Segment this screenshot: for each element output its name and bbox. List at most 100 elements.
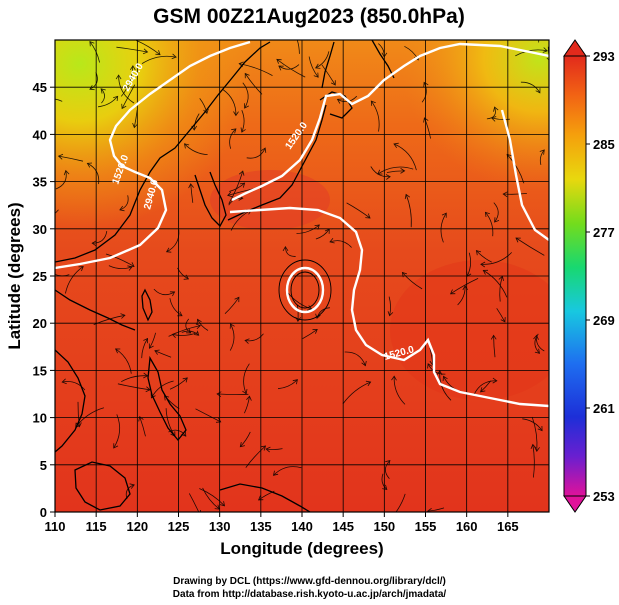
- streamline-arrowhead: [239, 182, 246, 188]
- credit-data-source: Data from http://database.rish.kyoto-u.a…: [172, 589, 447, 600]
- contour-1520: [229, 206, 549, 408]
- x-axis: 110 115 120 125 130 135 140 145 150 155 160 165: [45, 512, 519, 534]
- streamline: [154, 350, 172, 358]
- streamline: [496, 308, 506, 323]
- streamline: [97, 96, 119, 108]
- streamline-arrowhead: [41, 97, 46, 102]
- streamline-arrowhead: [482, 269, 489, 275]
- streamline-arrowhead: [490, 334, 497, 340]
- map-title: GSM 00Z21Aug2023 (850.0hPa): [153, 5, 465, 28]
- streamline-arrowhead: [329, 238, 335, 244]
- streamline-arrowhead: [391, 375, 397, 381]
- streamline: [58, 155, 84, 162]
- streamline: [117, 383, 151, 391]
- streamline: [89, 72, 98, 90]
- x-tick-label: 150: [373, 519, 395, 534]
- streamline-arrowhead: [234, 296, 240, 303]
- streamline-arrowhead: [423, 81, 429, 88]
- streamline: [246, 147, 266, 159]
- streamline: [119, 195, 129, 211]
- streamline: [165, 408, 176, 437]
- streamline: [188, 493, 200, 512]
- streamline: [258, 490, 275, 501]
- streamline: [491, 117, 510, 120]
- streamline-arrowhead: [382, 484, 388, 491]
- streamline: [184, 143, 208, 155]
- streamline-arrowhead: [114, 348, 121, 354]
- streamline-arrowhead: [313, 72, 319, 78]
- streamline-arrowhead: [155, 50, 161, 56]
- colorbar-tick-label: 293: [593, 49, 615, 64]
- streamline-arrowhead: [154, 349, 160, 355]
- streamline-arrowhead: [312, 328, 318, 334]
- streamline-arrowhead: [546, 57, 549, 61]
- streamline-arrowhead: [493, 106, 499, 112]
- streamline-arrowhead: [370, 100, 376, 106]
- streamline: [466, 252, 472, 277]
- streamline-arrowhead: [385, 460, 391, 466]
- streamline-arrowhead: [427, 363, 433, 369]
- streamline: [532, 444, 535, 478]
- streamline-arrowhead: [494, 217, 500, 223]
- streamline: [62, 381, 86, 391]
- x-tick-label: 135: [250, 519, 272, 534]
- x-tick-label: 165: [497, 519, 519, 534]
- streamline: [92, 231, 108, 244]
- colorbar-tick-label: 277: [593, 225, 615, 240]
- streamline-arrowhead: [365, 380, 372, 387]
- streamline: [476, 250, 492, 263]
- streamline: [116, 46, 148, 53]
- streamline: [169, 377, 188, 390]
- x-axis-title: Longitude (degrees): [220, 539, 383, 558]
- streamline: [277, 379, 298, 390]
- streamline-arrowhead: [227, 191, 233, 198]
- streamline-arrowhead: [229, 323, 235, 329]
- coastline-taiwan: [141, 288, 153, 322]
- streamline: [395, 493, 406, 512]
- streamline-arrowhead: [242, 389, 248, 395]
- streamline-arrowhead: [539, 149, 545, 155]
- streamline-arrowhead: [336, 98, 343, 104]
- streamline: [377, 166, 414, 175]
- contour-1440: [55, 40, 251, 270]
- streamline: [115, 348, 132, 374]
- streamline: [242, 82, 249, 109]
- streamline: [193, 113, 200, 131]
- streamline-arrowhead: [265, 446, 271, 453]
- warm-core-japan: [210, 170, 330, 230]
- y-tick-label: 35: [33, 175, 47, 190]
- streamline-arrowhead: [143, 337, 148, 344]
- streamline: [245, 445, 266, 468]
- streamline: [515, 237, 545, 256]
- streamline-arrowhead: [86, 162, 93, 168]
- streamline: [342, 381, 371, 405]
- y-tick-label: 45: [33, 80, 47, 95]
- coastline-borneo: [74, 461, 131, 511]
- streamline: [100, 88, 105, 104]
- streamline-arrowhead: [276, 58, 282, 64]
- streamline-arrowhead: [365, 213, 371, 219]
- streamline: [370, 166, 391, 178]
- streamline: [402, 272, 423, 290]
- streamline-arrowhead: [393, 142, 399, 149]
- streamline-arrowhead: [115, 74, 122, 80]
- streamline: [296, 224, 320, 234]
- streamline-arrowhead: [257, 495, 264, 501]
- streamline-arrowhead: [449, 289, 456, 295]
- coastline-sakhalin: [321, 41, 335, 89]
- streamline: [440, 212, 447, 243]
- x-tick-label: 130: [209, 519, 231, 534]
- streamline: [185, 318, 192, 334]
- streamline: [168, 429, 187, 437]
- streamline: [229, 182, 245, 192]
- streamline: [55, 98, 63, 102]
- streamline-arrowhead: [47, 267, 51, 272]
- streamline-arrowhead: [442, 375, 448, 382]
- streamline: [427, 507, 445, 512]
- streamline: [141, 55, 177, 64]
- contour-1520-east: [500, 109, 549, 241]
- streamline-arrowhead: [150, 393, 156, 399]
- contour-1520-north: [231, 42, 549, 202]
- streamline: [308, 56, 319, 78]
- streamline-arrowhead: [484, 211, 490, 218]
